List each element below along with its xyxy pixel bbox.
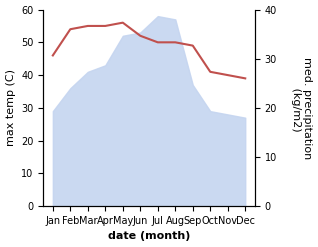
Y-axis label: max temp (C): max temp (C) (5, 69, 16, 146)
X-axis label: date (month): date (month) (108, 231, 190, 242)
Y-axis label: med. precipitation
 (kg/m2): med. precipitation (kg/m2) (291, 57, 313, 159)
